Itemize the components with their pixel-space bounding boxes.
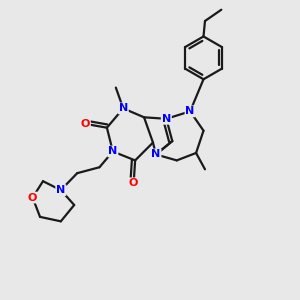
- Text: N: N: [118, 103, 128, 113]
- Text: O: O: [28, 193, 37, 202]
- Text: O: O: [80, 119, 90, 129]
- Text: N: N: [151, 149, 160, 160]
- Text: N: N: [56, 185, 65, 195]
- Text: O: O: [129, 178, 138, 188]
- Text: N: N: [185, 106, 195, 116]
- Text: N: N: [162, 114, 171, 124]
- Text: N: N: [108, 146, 118, 157]
